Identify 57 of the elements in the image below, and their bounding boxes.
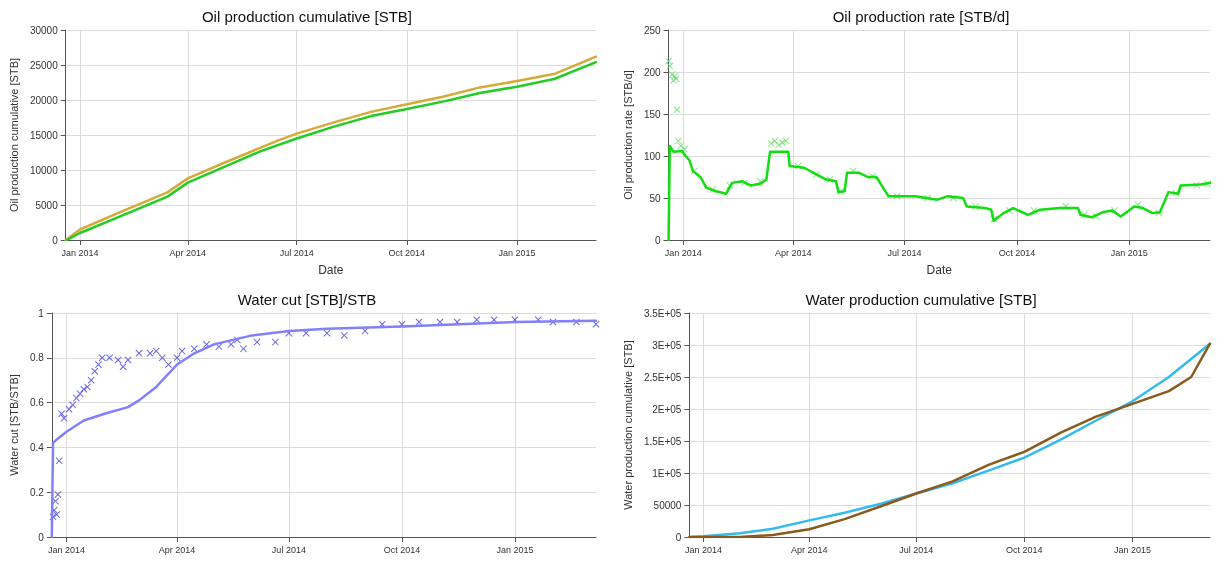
y-tick-label: 0 (655, 234, 662, 246)
x-tick-label: Jan 2014 (664, 247, 702, 258)
y-tick-label: 100 (643, 150, 662, 162)
y-tick-label: 10000 (29, 164, 59, 176)
y-tick-label: 0.6 (29, 397, 45, 409)
y-tick-label: 0.4 (29, 441, 45, 453)
x-tick-label: Jan 2014 (685, 544, 723, 555)
y-tick-label: 1.5E+05 (643, 435, 682, 447)
y-axis-title: Water production cumulative [STB] (621, 340, 634, 510)
x-axis-title: Date (926, 263, 953, 277)
y-tick-label: 5000 (35, 199, 59, 211)
x-tick-label: Apr 2014 (791, 544, 828, 555)
y-tick-label: 0.8 (29, 352, 45, 364)
y-axis-title: Oil production cumulative [STB] (7, 57, 20, 213)
x-tick-label: Jul 2014 (899, 544, 934, 555)
y-tick-label: 0 (52, 234, 59, 246)
x-tick-label: Jan 2014 (61, 247, 99, 258)
y-tick-label: 200 (643, 66, 662, 78)
x-tick-label: Jul 2014 (271, 544, 306, 555)
y-tick-label: 2E+05 (652, 403, 682, 415)
chart-title: Oil production rate [STB/d] (832, 8, 1010, 25)
y-tick-label: 20000 (29, 94, 59, 106)
x-tick-label: Apr 2014 (169, 247, 207, 258)
x-tick-label: Jan 2015 (496, 544, 534, 555)
y-tick-label: 50 (649, 192, 662, 204)
y-axis-title: Water cut [STB/STB] (7, 374, 20, 476)
y-tick-label: 150 (643, 108, 662, 120)
x-tick-label: Jul 2014 (887, 247, 922, 258)
chart-title: Water production cumulative [STB] (805, 291, 1037, 308)
x-tick-label: Oct 2014 (383, 544, 421, 555)
x-tick-label: Apr 2014 (774, 247, 812, 258)
x-tick-label: Oct 2014 (1006, 544, 1043, 555)
y-tick-label: 1E+05 (652, 467, 682, 479)
y-tick-label: 0.2 (29, 486, 45, 498)
x-tick-label: Jul 2014 (279, 247, 314, 258)
x-tick-label: Jan 2015 (498, 247, 536, 258)
y-tick-label: 250 (643, 24, 662, 36)
x-tick-label: Jan 2015 (1110, 247, 1148, 258)
y-tick-label: 30000 (29, 24, 59, 36)
y-axis-title: Oil production rate [STB/d] (621, 70, 634, 200)
y-tick-label: 0 (38, 531, 45, 543)
y-tick-label: 3.5E+05 (643, 307, 682, 319)
y-tick-label: 2.5E+05 (643, 371, 682, 383)
chart-title: Oil production cumulative [STB] (201, 8, 413, 25)
x-tick-label: Jan 2014 (48, 544, 86, 555)
y-tick-label: 15000 (29, 129, 59, 141)
x-tick-label: Apr 2014 (158, 544, 196, 555)
x-tick-label: Oct 2014 (388, 247, 426, 258)
y-tick-label: 25000 (29, 59, 59, 71)
y-tick-label: 50000 (653, 499, 682, 511)
chart-title: Water cut [STB]/STB (237, 291, 377, 308)
y-tick-label: 0 (675, 531, 682, 543)
x-tick-label: Jan 2015 (1113, 544, 1151, 555)
x-axis-title: Date (318, 263, 344, 277)
x-tick-label: Oct 2014 (998, 247, 1036, 258)
y-tick-label: 1 (38, 307, 45, 319)
y-tick-label: 3E+05 (652, 339, 682, 351)
